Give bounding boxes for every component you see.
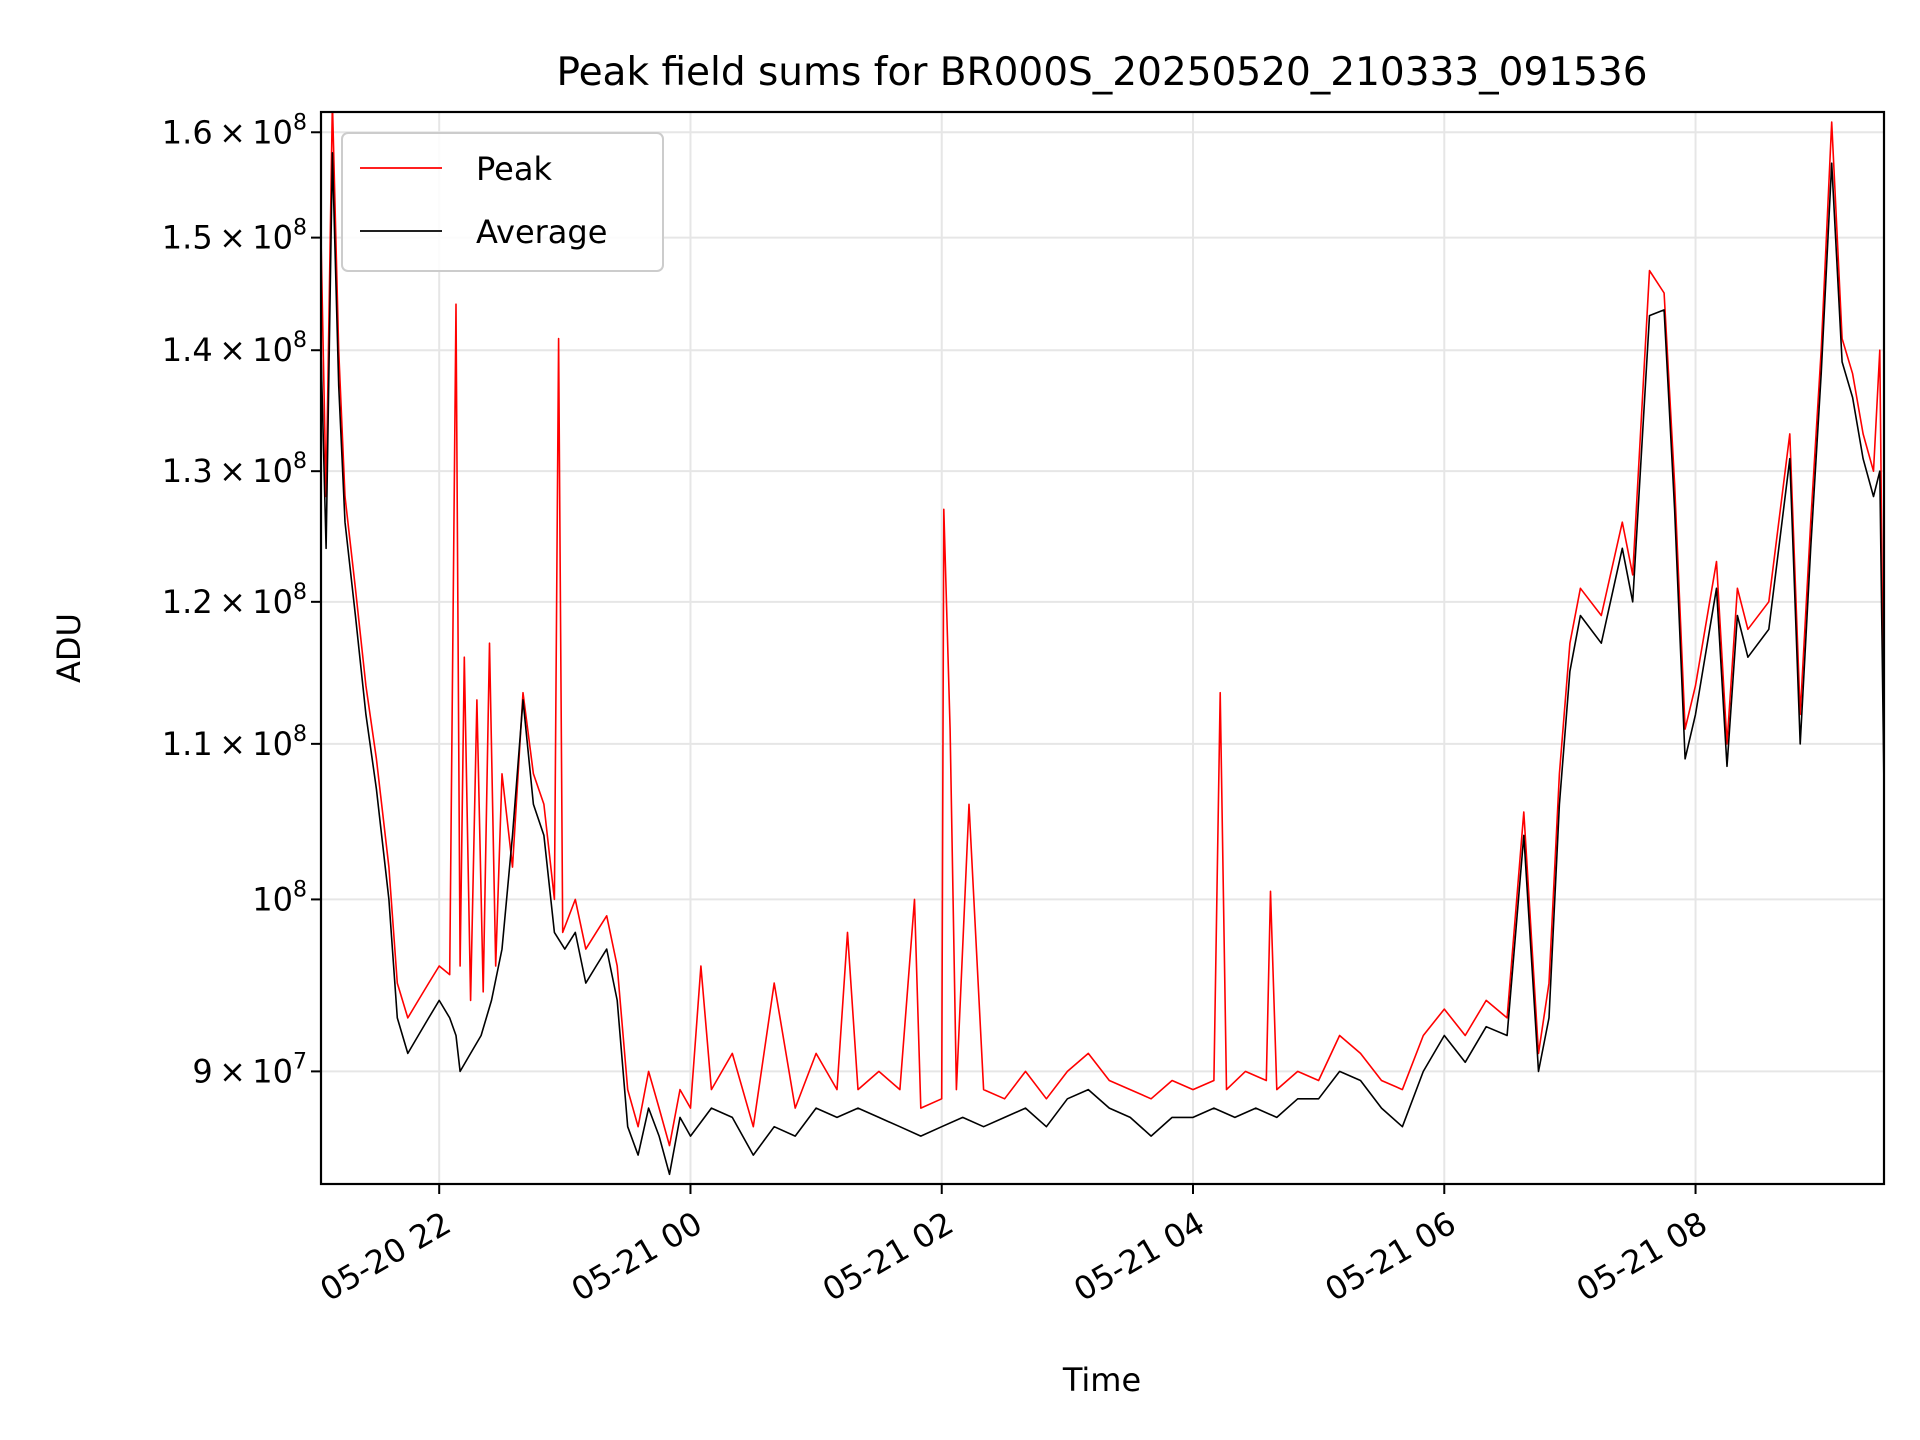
y-tick-label: 1.2 × 108 <box>162 580 307 621</box>
x-axis-label: Time <box>1062 1361 1141 1399</box>
plot-area-frame <box>319 110 1886 1186</box>
grid-lines <box>321 112 1884 1184</box>
series-line-average <box>321 152 1884 1176</box>
legend-label-average: Average <box>476 213 607 251</box>
y-tick-label: 1.4 × 108 <box>162 328 307 369</box>
y-tick-label: 9 × 107 <box>192 1049 307 1090</box>
series-layer <box>321 112 1884 1176</box>
y-axis-ticks: 9 × 107 108 1.1 × 108 1.2 × 108 1.3 × 108 1.4… <box>162 110 321 1090</box>
y-tick-label: 1.1 × 108 <box>162 722 307 763</box>
legend: Peak Average <box>341 132 664 272</box>
chart-title: Peak field sums for BR000S_20250520_2103… <box>556 50 1647 95</box>
y-axis-label: ADU <box>50 613 88 683</box>
y-tick-label: 1.3 × 108 <box>162 449 307 490</box>
y-tick-label: 1.6 × 108 <box>162 110 307 151</box>
series-line-peak <box>321 112 1884 1147</box>
y-tick-label: 108 <box>252 877 307 918</box>
y-tick-label: 1.5 × 108 <box>162 216 307 257</box>
legend-label-peak: Peak <box>476 150 552 188</box>
